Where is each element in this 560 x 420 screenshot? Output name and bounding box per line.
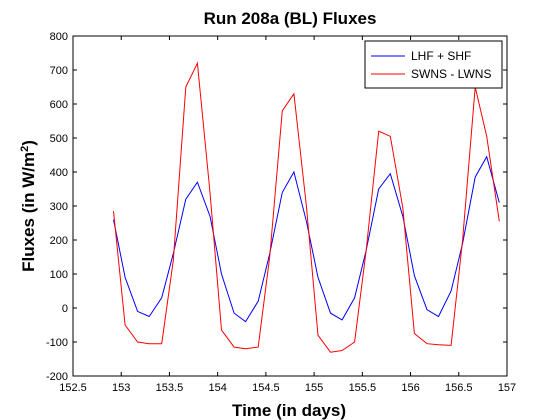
y-tick-label: 700: [50, 65, 68, 77]
y-tick-label: -200: [46, 371, 68, 383]
y-tick-label: 600: [50, 99, 68, 111]
series-line-swns-lwns: [113, 61, 500, 353]
y-axis-label-main: Fluxes (in W/m: [19, 152, 38, 272]
x-tick-label: 154: [208, 382, 226, 394]
y-tick-label: 800: [50, 31, 68, 43]
x-tick-label: 152.5: [59, 382, 87, 394]
y-tick-label: 500: [50, 133, 68, 145]
x-tick-label: 155: [305, 382, 323, 394]
y-axis-label-tail: ): [19, 140, 38, 146]
y-tick-label: -100: [46, 337, 68, 349]
x-axis-ticks: 152.5 153 153.5 154 154.5 155 155.5 156 156.5 157: [59, 36, 516, 394]
x-axis-label: Time (in days): [232, 401, 346, 420]
x-tick-label: 156.5: [445, 382, 473, 394]
x-tick-label: 156: [401, 382, 419, 394]
y-axis-label-superscript: 2: [19, 146, 31, 152]
x-tick-label: 157: [498, 382, 516, 394]
x-tick-label: 153.5: [156, 382, 184, 394]
y-axis-label: Fluxes (in W/m2): [19, 140, 38, 272]
y-tick-label: 100: [50, 269, 68, 281]
y-axis-ticks: -200 -100 0 100 200 300 400 500 600 700 800: [46, 31, 507, 383]
y-tick-label: 300: [50, 201, 68, 213]
x-tick-label: 155.5: [349, 382, 377, 394]
series-layer: [113, 61, 500, 353]
y-tick-label: 200: [50, 235, 68, 247]
chart-title: Run 208a (BL) Fluxes: [204, 9, 377, 28]
y-tick-label: 400: [50, 167, 68, 179]
y-tick-label: 0: [62, 303, 68, 315]
plot-frame: [72, 35, 508, 377]
legend: LHF + SHF SWNS - LWNS: [364, 40, 503, 89]
x-tick-label: 153: [112, 382, 130, 394]
legend-label-lhf-shf: LHF + SHF: [411, 49, 471, 63]
series-line-lhf-shf: [113, 155, 500, 323]
x-tick-label: 154.5: [252, 382, 280, 394]
legend-box: [364, 40, 503, 89]
legend-label-swns-lwns: SWNS - LWNS: [411, 67, 491, 81]
